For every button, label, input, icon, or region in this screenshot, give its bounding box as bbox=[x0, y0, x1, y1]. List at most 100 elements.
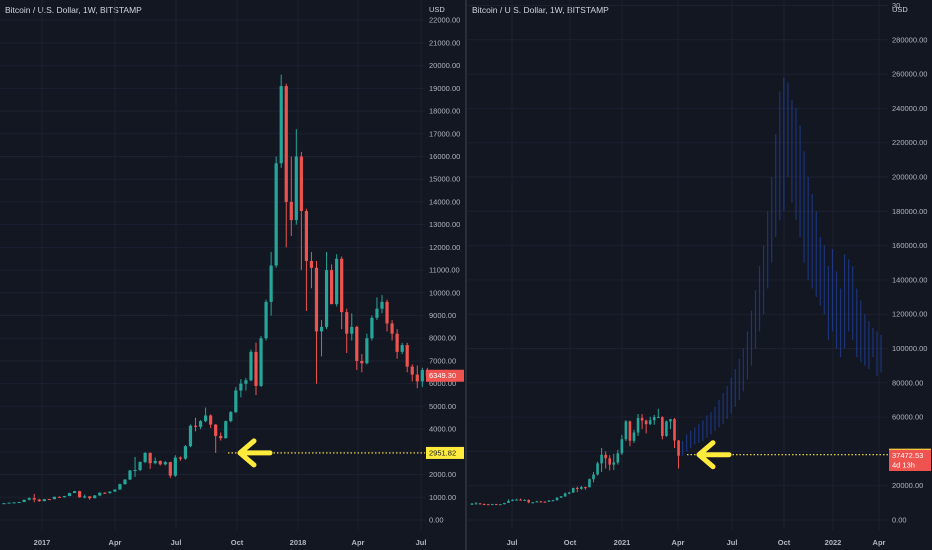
candle bbox=[254, 342, 258, 396]
candle bbox=[588, 478, 591, 488]
price-tag-bg bbox=[426, 446, 464, 459]
candle-body bbox=[551, 500, 555, 502]
candle bbox=[636, 414, 640, 436]
candle-body bbox=[98, 492, 102, 496]
candle-body bbox=[648, 420, 652, 425]
candle-body bbox=[677, 440, 680, 456]
candle bbox=[93, 495, 97, 499]
y-tick-label: 30 bbox=[892, 1, 900, 10]
candle bbox=[555, 497, 559, 501]
currency-label: USD bbox=[429, 5, 445, 14]
y-tick-label: 17000.00 bbox=[429, 129, 460, 138]
candle bbox=[632, 429, 636, 443]
y-tick-label: 100000.00 bbox=[892, 344, 927, 353]
candle-body bbox=[616, 453, 620, 463]
candle bbox=[612, 453, 616, 470]
chart-right-svg[interactable]: 0.0020000.0040000.0060000.0080000.001000… bbox=[467, 0, 932, 550]
candle bbox=[83, 494, 87, 499]
candle bbox=[624, 420, 628, 442]
candle-body bbox=[345, 312, 349, 334]
candle bbox=[239, 379, 243, 398]
candle bbox=[52, 496, 56, 500]
candle-body bbox=[123, 479, 127, 485]
candle-body bbox=[254, 351, 258, 386]
y-tick-label: 5000.00 bbox=[429, 402, 456, 411]
candle-body bbox=[584, 487, 587, 489]
candle bbox=[531, 501, 535, 504]
candle-body bbox=[264, 301, 268, 339]
candle-body bbox=[355, 326, 359, 361]
x-tick-label: Jul bbox=[727, 538, 738, 547]
candle-body bbox=[370, 317, 374, 339]
chart-pane-right[interactable]: Bitcoin / U.S. Dollar, 1W, BITSTAMP 0.00… bbox=[467, 0, 932, 550]
candle bbox=[628, 420, 632, 447]
candle-body bbox=[499, 504, 502, 506]
candle-body bbox=[128, 470, 132, 480]
y-tick-label: 22000.00 bbox=[429, 16, 460, 25]
x-tick-label: Oct bbox=[778, 538, 791, 547]
candle-body bbox=[385, 301, 389, 324]
candle bbox=[264, 299, 268, 341]
candle-body bbox=[209, 415, 213, 425]
y-tick-label: 19000.00 bbox=[429, 84, 460, 93]
candle bbox=[355, 325, 359, 371]
y-tick-label: 120000.00 bbox=[892, 310, 927, 319]
y-tick-label: 220000.00 bbox=[892, 138, 927, 147]
y-tick-label: 21000.00 bbox=[429, 38, 460, 47]
candle-body bbox=[559, 496, 563, 498]
candle-body bbox=[628, 421, 632, 441]
candle-body bbox=[42, 499, 46, 502]
candle-body bbox=[335, 258, 339, 305]
candle bbox=[350, 313, 354, 341]
candle bbox=[304, 208, 308, 311]
candle-body bbox=[148, 452, 152, 464]
x-tick-label: Oct bbox=[564, 538, 577, 547]
candle-body bbox=[27, 498, 31, 500]
price-tag-label: 6349.30 bbox=[429, 371, 456, 380]
candle-body bbox=[503, 502, 506, 505]
candle-body bbox=[592, 474, 595, 480]
candle-body bbox=[661, 417, 664, 436]
candle bbox=[673, 417, 676, 448]
candle-body bbox=[410, 366, 414, 375]
candle bbox=[405, 342, 409, 373]
candle-body bbox=[567, 492, 571, 494]
candle-body bbox=[539, 501, 543, 503]
candle bbox=[32, 493, 36, 503]
y-tick-label: 1000.00 bbox=[429, 493, 456, 502]
left-arrow-icon bbox=[237, 438, 273, 468]
candle bbox=[665, 420, 668, 437]
candle bbox=[340, 256, 344, 330]
candle bbox=[596, 461, 599, 476]
candle bbox=[229, 410, 233, 423]
candle bbox=[543, 501, 547, 503]
candle bbox=[640, 414, 644, 430]
candle bbox=[57, 496, 62, 498]
chart-pane-left[interactable]: Bitcoin / U.S. Dollar, 1W, BITSTAMP 0.00… bbox=[0, 0, 465, 550]
y-tick-label: 160000.00 bbox=[892, 241, 927, 250]
candle bbox=[535, 500, 539, 503]
candle bbox=[209, 414, 213, 428]
pane-divider[interactable] bbox=[465, 0, 467, 550]
candle bbox=[415, 365, 419, 389]
candle bbox=[616, 449, 620, 465]
candle bbox=[198, 420, 203, 430]
candle-body bbox=[652, 417, 656, 421]
candle-body bbox=[279, 86, 283, 164]
y-tick-label: 240000.00 bbox=[892, 104, 927, 113]
candle-body bbox=[294, 156, 298, 221]
candle-body bbox=[640, 417, 644, 421]
candle-body bbox=[163, 462, 167, 465]
candle-body bbox=[143, 452, 147, 463]
candle bbox=[563, 492, 567, 497]
candle-body bbox=[400, 345, 404, 352]
candle-body bbox=[47, 499, 51, 501]
candle bbox=[62, 495, 67, 498]
candle-body bbox=[62, 496, 67, 498]
candle bbox=[420, 367, 424, 388]
candle bbox=[183, 445, 188, 460]
chart-left-svg[interactable]: 0.001000.002000.003000.004000.005000.006… bbox=[0, 0, 465, 550]
candle-body bbox=[523, 499, 526, 501]
candle bbox=[224, 420, 228, 439]
price-tag: 4d 13h bbox=[889, 459, 931, 471]
